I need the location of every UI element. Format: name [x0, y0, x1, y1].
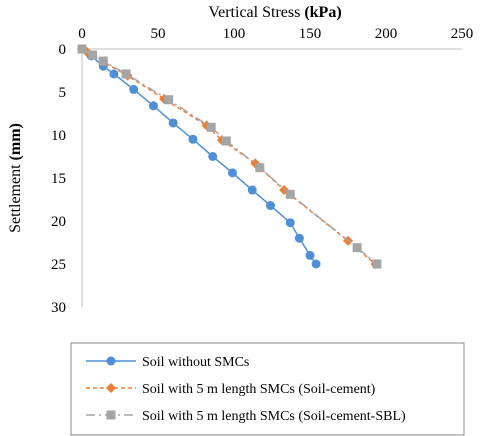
legend-label: Soil without SMCs	[142, 355, 249, 370]
data-point	[247, 185, 257, 195]
data-point	[294, 233, 304, 243]
data-point	[352, 243, 362, 253]
series-line	[81, 48, 317, 265]
legend-marker	[106, 356, 116, 366]
data-point	[148, 101, 158, 111]
data-point	[77, 44, 87, 54]
data-point	[88, 50, 98, 60]
legend-marker	[106, 383, 116, 393]
data-point	[221, 136, 231, 146]
data-point	[208, 152, 218, 161]
series-line	[81, 48, 376, 265]
data-point	[265, 201, 275, 211]
data-point	[188, 134, 198, 144]
y-tick-label: 30	[51, 300, 66, 316]
y-tick-label: 20	[51, 214, 66, 230]
y-tick-labels: 0 5 10 15 20 25 30	[51, 42, 66, 316]
series-layer	[77, 44, 382, 269]
legend-label: Soil with 5 m length SMCs (Soil-cement-S…	[142, 409, 406, 424]
x-axis-title: Vertical Stress (kPa)	[208, 4, 341, 21]
x-tick-label: 150	[299, 26, 322, 42]
data-point	[372, 259, 382, 269]
y-tick-label: 10	[51, 128, 66, 144]
legend-label: Soil with 5 m length SMCs (Soil-cement)	[142, 382, 376, 397]
data-point	[129, 84, 139, 94]
data-point	[206, 122, 216, 132]
axes	[81, 48, 462, 307]
legend: Soil without SMCs Soil with 5 m length SM…	[70, 342, 465, 436]
data-point	[255, 163, 265, 173]
x-tick-label: 0	[78, 26, 86, 42]
legend-marker	[106, 410, 116, 420]
series-1	[77, 44, 321, 269]
x-tick-label: 250	[451, 26, 474, 42]
y-tick-label: 0	[59, 42, 67, 58]
data-point	[121, 69, 131, 79]
y-tick-label: 5	[59, 85, 67, 101]
x-tick-label: 200	[375, 26, 398, 42]
y-tick-label: 15	[51, 171, 66, 187]
legend-item: Soil with 5 m length SMCs (Soil-cement)	[86, 382, 376, 397]
y-tick-label: 25	[51, 257, 66, 273]
data-point	[109, 69, 119, 79]
data-point	[285, 189, 295, 199]
legend-box	[70, 342, 465, 436]
legend-item: Soil without SMCs	[86, 355, 249, 370]
data-point	[227, 168, 237, 178]
data-point	[305, 250, 315, 260]
series-line	[81, 48, 378, 265]
data-point	[311, 259, 321, 269]
y-axis-title: Settlement (mm)	[7, 123, 24, 233]
x-tick-labels: 0 50 100 150 200 250	[78, 26, 473, 42]
data-point	[164, 95, 174, 105]
series-3	[77, 44, 382, 269]
data-point	[98, 56, 108, 66]
data-point	[285, 218, 295, 228]
x-tick-label: 100	[223, 26, 246, 42]
data-point	[168, 118, 178, 128]
legend-item: Soil with 5 m length SMCs (Soil-cement-S…	[86, 409, 406, 424]
x-tick-label: 50	[151, 26, 166, 42]
